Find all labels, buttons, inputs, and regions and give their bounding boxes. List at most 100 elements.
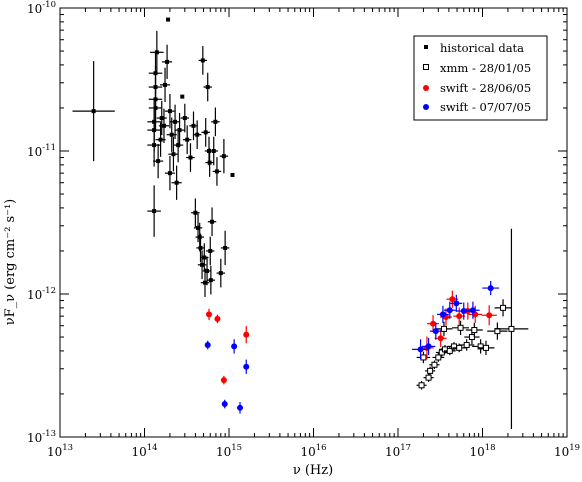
data-point <box>207 160 212 165</box>
data-point <box>486 312 493 319</box>
data-point <box>420 354 427 361</box>
data-point <box>460 308 467 315</box>
data-point <box>193 210 198 215</box>
data-point <box>438 349 445 356</box>
data-point <box>173 119 178 124</box>
data-point <box>211 149 216 153</box>
series-2 <box>206 290 497 385</box>
data-point <box>437 335 444 342</box>
data-point <box>167 171 172 176</box>
data-point <box>213 119 218 124</box>
data-point <box>169 132 174 137</box>
series-1 <box>416 228 529 430</box>
data-point <box>180 94 185 99</box>
data-point <box>223 245 228 250</box>
data-point <box>182 116 187 121</box>
data-point <box>152 119 157 124</box>
data-point <box>417 346 424 353</box>
data-point <box>191 123 196 128</box>
data-point <box>214 315 221 322</box>
data-point <box>167 109 172 114</box>
x-tick-label: 1013 <box>47 443 73 459</box>
series-0 <box>72 17 235 297</box>
data-point <box>198 245 203 250</box>
data-point <box>487 285 494 292</box>
x-axis-label: ν (Hz) <box>293 463 333 478</box>
legend-box <box>413 35 548 121</box>
legend-marker-swift-july <box>423 104 429 110</box>
y-axis-label: νF_ν (erg cm⁻² s⁻¹) <box>3 199 18 326</box>
data-point <box>453 300 460 307</box>
data-point <box>220 377 227 384</box>
data-point <box>159 116 164 121</box>
x-tick-label: 1016 <box>300 443 326 459</box>
data-point <box>206 311 213 318</box>
x-tick-label: 1014 <box>131 443 157 459</box>
data-point <box>163 82 168 87</box>
data-point <box>153 71 158 76</box>
data-point <box>243 331 250 338</box>
data-point <box>457 324 464 331</box>
data-point <box>176 143 181 148</box>
data-point <box>221 154 226 159</box>
data-point <box>439 311 446 318</box>
data-point <box>500 304 507 311</box>
data-point <box>508 325 515 332</box>
data-point <box>471 327 478 334</box>
data-point <box>204 341 211 348</box>
data-point <box>208 278 213 283</box>
legend-label-historical: historical data <box>440 41 524 55</box>
data-point <box>200 262 205 267</box>
data-point <box>456 344 463 351</box>
data-point <box>449 296 456 303</box>
data-point <box>156 159 161 164</box>
data-point <box>196 225 201 230</box>
data-point <box>208 248 213 253</box>
data-point <box>210 219 215 224</box>
data-point <box>427 367 434 374</box>
y-tick-label: 10-11 <box>27 143 56 159</box>
chart-marks <box>72 17 529 430</box>
data-point <box>197 235 202 240</box>
data-point <box>91 109 96 114</box>
axis-ticks <box>59 7 568 438</box>
data-point <box>214 169 219 174</box>
data-point <box>435 354 442 361</box>
data-point <box>205 85 210 90</box>
data-point <box>468 334 475 341</box>
data-point <box>482 344 489 351</box>
data-point <box>418 382 425 389</box>
legend: historical data xmm - 28/01/05 swift - 2… <box>413 35 548 121</box>
data-point <box>177 128 182 133</box>
legend-marker-xmm <box>423 64 429 70</box>
data-point <box>165 59 170 64</box>
data-point <box>425 374 432 381</box>
legend-label-swift-june: swift - 28/06/05 <box>440 81 531 95</box>
data-point <box>203 280 208 285</box>
data-point <box>152 209 157 214</box>
data-point <box>166 17 171 22</box>
legend-label-swift-july: swift - 07/07/05 <box>440 100 531 114</box>
data-point <box>463 341 470 348</box>
data-point <box>188 155 193 160</box>
data-point <box>185 137 190 142</box>
y-tick-label: 10-10 <box>27 0 56 16</box>
data-point <box>425 343 432 350</box>
data-point <box>431 361 438 368</box>
x-tick-label: 1017 <box>385 443 411 459</box>
data-point <box>203 130 208 135</box>
data-point <box>158 137 163 142</box>
data-point <box>202 255 207 260</box>
data-point <box>221 401 228 408</box>
data-point <box>432 328 439 335</box>
x-tick-label: 1018 <box>469 443 495 459</box>
data-point <box>230 172 235 177</box>
data-point <box>161 123 166 128</box>
data-point <box>237 404 244 411</box>
data-point <box>446 307 453 314</box>
data-point <box>218 271 223 276</box>
data-point <box>207 149 212 153</box>
data-point <box>440 325 447 332</box>
x-tick-label: 1015 <box>216 443 242 459</box>
